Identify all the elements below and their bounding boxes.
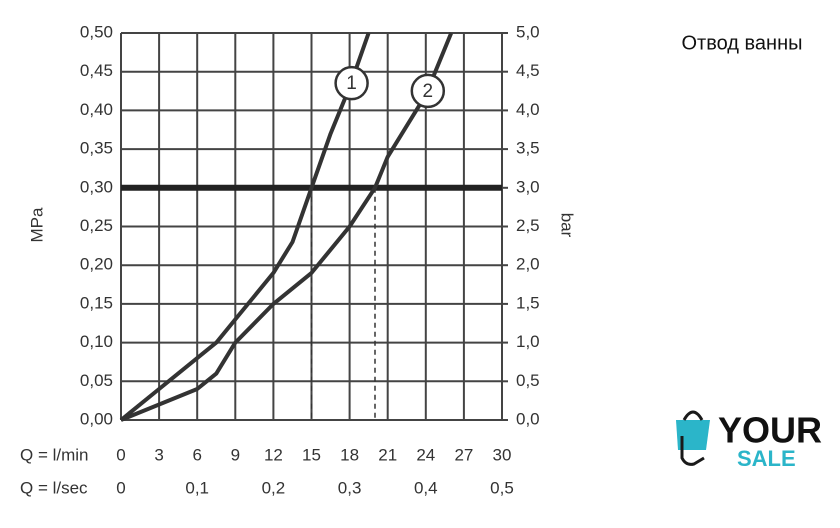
x-tick-label: 24 [416, 445, 435, 464]
y-tick-label: 0,30 [80, 177, 113, 196]
chart-title: Отвод ванны [681, 32, 802, 54]
x2-tick-label: 0,1 [185, 478, 209, 497]
y2-tick-label: 0,0 [516, 409, 540, 428]
y2-tick-label: 4,0 [516, 100, 540, 119]
series-line [120, 32, 454, 422]
y2-tick-label: 4,5 [516, 61, 540, 80]
y-tick-label: 0,00 [80, 409, 113, 428]
series-label: 2 [423, 81, 434, 102]
y2-tick-label: 3,5 [516, 139, 540, 158]
x-tick-label: 18 [340, 445, 359, 464]
x-axis-label: Q = l/min [20, 445, 89, 464]
x-tick-label: 30 [493, 445, 512, 464]
y2-tick-label: 5,0 [516, 22, 540, 41]
y-tick-label: 0,45 [80, 61, 113, 80]
y2-tick-label: 2,5 [516, 216, 540, 235]
logo-line2: SALE [737, 446, 796, 471]
series-label: 1 [346, 73, 357, 94]
x2-tick-label: 0,4 [414, 478, 438, 497]
x-tick-label: 27 [454, 445, 473, 464]
y-tick-label: 0,40 [80, 100, 113, 119]
series-label-circle [410, 73, 446, 109]
x-tick-label: 3 [154, 445, 163, 464]
y-tick-label: 0,35 [80, 139, 113, 158]
logo-bag [676, 420, 710, 450]
series-line [119, 32, 371, 422]
x-tick-label: 15 [302, 445, 321, 464]
y2-tick-label: 1,5 [516, 293, 540, 312]
logo-hand [680, 436, 705, 466]
y2-tick-label: 3,0 [516, 177, 540, 196]
y-tick-label: 0,25 [80, 216, 113, 235]
logo: YOUR SALE [676, 410, 822, 471]
y-tick-label: 0,10 [80, 332, 113, 351]
y-tick-label: 0,15 [80, 293, 113, 312]
x-tick-label: 0 [116, 445, 125, 464]
y-tick-label: 0,05 [80, 371, 113, 390]
x-tick-label: 12 [264, 445, 283, 464]
logo-bag-handle [682, 410, 704, 421]
x2-axis-label: Q = l/sec [20, 478, 88, 497]
x2-tick-label: 0 [116, 478, 125, 497]
x-tick-label: 9 [231, 445, 240, 464]
x2-tick-label: 0,2 [262, 478, 286, 497]
y2-axis-label: bar [558, 213, 577, 238]
series-label-circle [334, 65, 369, 101]
logo-line1: YOUR [718, 410, 822, 451]
y-tick-label: 0,20 [80, 255, 113, 274]
y2-tick-label: 1,0 [516, 332, 540, 351]
y-tick-label: 0,50 [80, 22, 113, 41]
y2-tick-label: 0,5 [516, 371, 540, 390]
y-axis-label: MPa [27, 207, 46, 243]
y2-tick-label: 2,0 [516, 255, 540, 274]
x-tick-label: 21 [378, 445, 397, 464]
x2-tick-label: 0,5 [490, 478, 514, 497]
x2-tick-label: 0,3 [338, 478, 362, 497]
x-tick-label: 6 [192, 445, 201, 464]
